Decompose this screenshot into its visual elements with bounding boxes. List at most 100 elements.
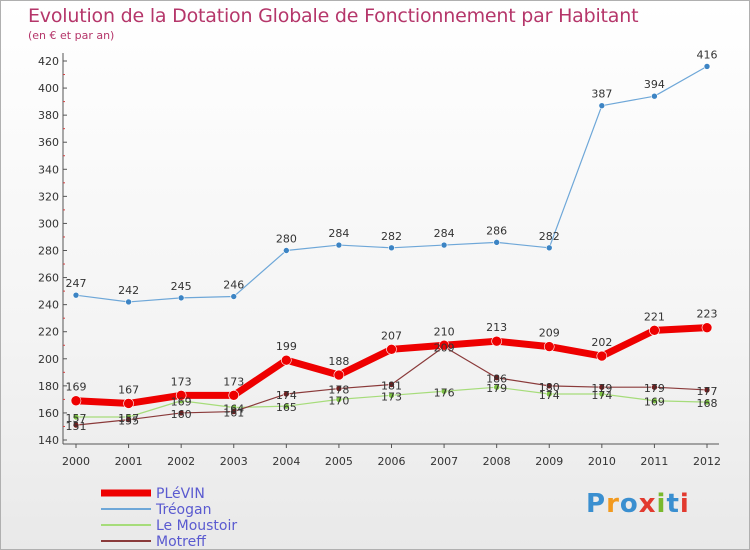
data-label-tr-ogan: 284 <box>328 227 349 240</box>
data-point-le-moustoir <box>493 383 500 391</box>
data-label-pl-vin: 173 <box>223 375 244 388</box>
data-label-pl-vin: 173 <box>171 375 192 388</box>
data-point-tr-ogan <box>283 247 290 254</box>
x-tick-label: 2007 <box>430 455 458 468</box>
data-label-pl-vin: 213 <box>486 321 507 334</box>
y-tick-label: 260 <box>38 272 59 285</box>
data-label-motreff: 180 <box>539 381 560 394</box>
data-point-le-moustoir <box>703 398 711 406</box>
data-point-motreff <box>283 390 290 398</box>
y-tick-label: 220 <box>38 326 59 339</box>
data-point-pl-vin <box>281 354 292 366</box>
data-label-le-moustoir: 164 <box>223 403 244 416</box>
brand-letter: t <box>666 489 680 519</box>
chart-subtitle: (en € et par an) <box>28 29 115 42</box>
data-label-tr-ogan: 282 <box>539 230 560 243</box>
data-point-tr-ogan <box>598 102 606 109</box>
data-point-tr-ogan <box>177 294 185 302</box>
data-point-motreff <box>651 383 658 391</box>
data-label-pl-vin: 210 <box>434 325 455 338</box>
data-point-le-moustoir <box>545 390 553 398</box>
data-label-tr-ogan: 282 <box>381 230 402 243</box>
data-point-tr-ogan <box>388 244 395 252</box>
data-point-pl-vin <box>438 339 450 351</box>
data-label-motreff: 160 <box>171 408 192 421</box>
data-point-pl-vin <box>543 341 555 352</box>
data-point-le-moustoir <box>440 387 448 395</box>
data-point-motreff <box>335 385 343 392</box>
x-tick-label: 2005 <box>325 455 353 468</box>
data-labels: 247 242 245 246 280 284 282 284 286 282 387 394 416 1… <box>66 48 718 433</box>
axes: 140 160 180 200 220 240 260 280 300 320 340 360 380 4… <box>38 53 721 468</box>
data-label-le-moustoir: 157 <box>118 412 139 425</box>
data-point-motreff <box>177 409 185 417</box>
brand-letter: o <box>619 489 639 519</box>
x-tick-label: 2006 <box>378 455 406 468</box>
data-label-motreff: 178 <box>328 384 349 397</box>
data-point-le-moustoir <box>335 396 343 403</box>
x-tick-label: 2003 <box>220 455 248 468</box>
x-tick-label: 2011 <box>640 455 668 468</box>
brand-letter: i <box>656 489 667 519</box>
data-label-pl-vin: 207 <box>381 329 402 342</box>
legend-label: Tréogan <box>155 502 211 518</box>
data-label-pl-vin: 188 <box>328 355 349 368</box>
data-point-pl-vin <box>491 335 502 347</box>
data-point-pl-vin <box>333 369 345 381</box>
x-tick-label: 2010 <box>588 455 616 468</box>
y-tick-label: 180 <box>38 380 59 393</box>
series-line-tr-ogan <box>75 65 708 303</box>
brand-letter: P <box>586 489 607 519</box>
data-label-pl-vin: 209 <box>539 327 560 340</box>
y-tick-label: 380 <box>38 109 59 122</box>
data-label-le-moustoir: 174 <box>539 389 560 402</box>
data-point-tr-ogan <box>125 298 132 306</box>
data-point-pl-vin <box>596 350 608 362</box>
data-point-tr-ogan <box>72 291 80 299</box>
y-tick-label: 200 <box>38 353 59 366</box>
y-tick-label: 300 <box>38 217 59 230</box>
data-label-tr-ogan: 245 <box>171 280 192 293</box>
data-point-pl-vin <box>649 325 660 336</box>
data-point-le-moustoir <box>651 397 658 405</box>
data-label-le-moustoir: 168 <box>697 397 718 410</box>
x-tick-label: 2001 <box>115 455 143 468</box>
data-label-le-moustoir: 173 <box>381 390 402 403</box>
data-label-pl-vin: 169 <box>66 381 87 394</box>
data-label-le-moustoir: 170 <box>328 394 349 407</box>
data-label-tr-ogan: 416 <box>697 48 718 61</box>
data-label-motreff: 186 <box>486 373 507 386</box>
y-tick-label: 280 <box>38 245 59 258</box>
data-point-tr-ogan <box>335 241 343 249</box>
data-label-motreff: 174 <box>276 389 297 402</box>
legend-label: PLéVIN <box>156 486 205 502</box>
x-tick-label: 2004 <box>272 455 300 468</box>
data-point-pl-vin <box>701 322 713 333</box>
y-tick-label: 160 <box>38 407 59 420</box>
y-tick-label: 140 <box>38 434 59 447</box>
x-tick-label: 2000 <box>62 455 90 468</box>
y-tick-label: 340 <box>38 163 59 176</box>
data-label-tr-ogan: 247 <box>66 277 87 290</box>
brand-letter: r <box>606 489 620 519</box>
y-tick-label: 420 <box>38 55 59 68</box>
data-point-motreff <box>545 382 553 390</box>
data-point-tr-ogan <box>230 293 238 300</box>
data-label-le-moustoir: 169 <box>171 396 192 409</box>
brand-letter: x <box>638 489 657 519</box>
data-point-pl-vin <box>386 344 397 355</box>
y-tick-label: 240 <box>38 299 59 312</box>
data-point-pl-vin <box>228 390 240 401</box>
data-label-pl-vin: 199 <box>276 340 297 353</box>
series-layer <box>70 63 713 429</box>
data-label-motreff: 179 <box>591 382 612 395</box>
data-label-motreff: 151 <box>66 420 87 433</box>
data-label-motreff: 161 <box>223 407 244 420</box>
chart-title: Evolution de la Dotation Globale de Fonc… <box>28 5 639 27</box>
data-label-tr-ogan: 387 <box>591 88 612 101</box>
x-tick-label: 2012 <box>693 455 721 468</box>
data-point-tr-ogan <box>545 244 553 252</box>
data-point-pl-vin <box>123 398 134 409</box>
data-point-motreff <box>230 408 238 415</box>
